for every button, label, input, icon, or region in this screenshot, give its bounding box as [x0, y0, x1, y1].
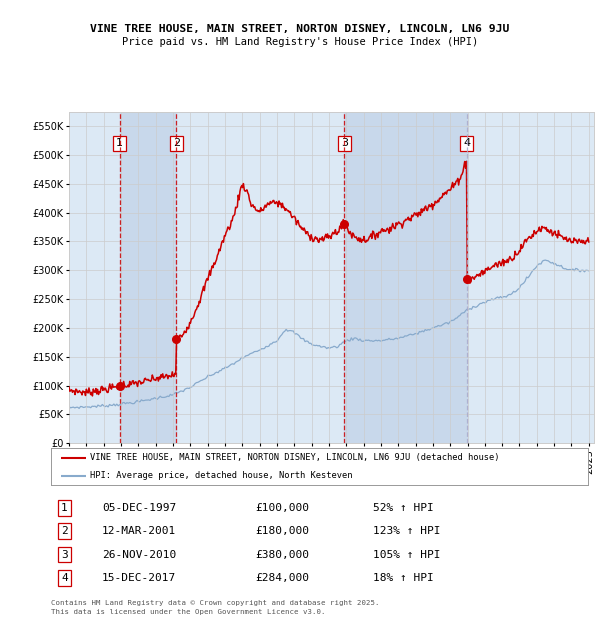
Text: 1: 1 — [61, 503, 68, 513]
Text: 4: 4 — [61, 573, 68, 583]
Text: 52% ↑ HPI: 52% ↑ HPI — [373, 503, 434, 513]
Text: 12-MAR-2001: 12-MAR-2001 — [102, 526, 176, 536]
Text: £380,000: £380,000 — [255, 550, 309, 560]
Text: 1: 1 — [116, 138, 123, 148]
Text: 2: 2 — [61, 526, 68, 536]
Bar — [119, 112, 176, 443]
Text: £284,000: £284,000 — [255, 573, 309, 583]
Bar — [344, 112, 467, 443]
Text: £180,000: £180,000 — [255, 526, 309, 536]
Text: 05-DEC-1997: 05-DEC-1997 — [102, 503, 176, 513]
Text: 3: 3 — [61, 550, 68, 560]
Text: This data is licensed under the Open Government Licence v3.0.: This data is licensed under the Open Gov… — [51, 609, 325, 615]
Text: 18% ↑ HPI: 18% ↑ HPI — [373, 573, 434, 583]
Text: 26-NOV-2010: 26-NOV-2010 — [102, 550, 176, 560]
Text: £100,000: £100,000 — [255, 503, 309, 513]
Text: Contains HM Land Registry data © Crown copyright and database right 2025.: Contains HM Land Registry data © Crown c… — [51, 600, 380, 606]
Text: HPI: Average price, detached house, North Kesteven: HPI: Average price, detached house, Nort… — [89, 471, 352, 480]
Text: 15-DEC-2017: 15-DEC-2017 — [102, 573, 176, 583]
Text: Price paid vs. HM Land Registry's House Price Index (HPI): Price paid vs. HM Land Registry's House … — [122, 37, 478, 47]
Text: VINE TREE HOUSE, MAIN STREET, NORTON DISNEY, LINCOLN, LN6 9JU: VINE TREE HOUSE, MAIN STREET, NORTON DIS… — [91, 24, 509, 33]
Text: 2: 2 — [173, 138, 180, 148]
Text: 4: 4 — [463, 138, 470, 148]
Text: 3: 3 — [341, 138, 348, 148]
Text: 105% ↑ HPI: 105% ↑ HPI — [373, 550, 440, 560]
Text: VINE TREE HOUSE, MAIN STREET, NORTON DISNEY, LINCOLN, LN6 9JU (detached house): VINE TREE HOUSE, MAIN STREET, NORTON DIS… — [89, 453, 499, 462]
Text: 123% ↑ HPI: 123% ↑ HPI — [373, 526, 440, 536]
